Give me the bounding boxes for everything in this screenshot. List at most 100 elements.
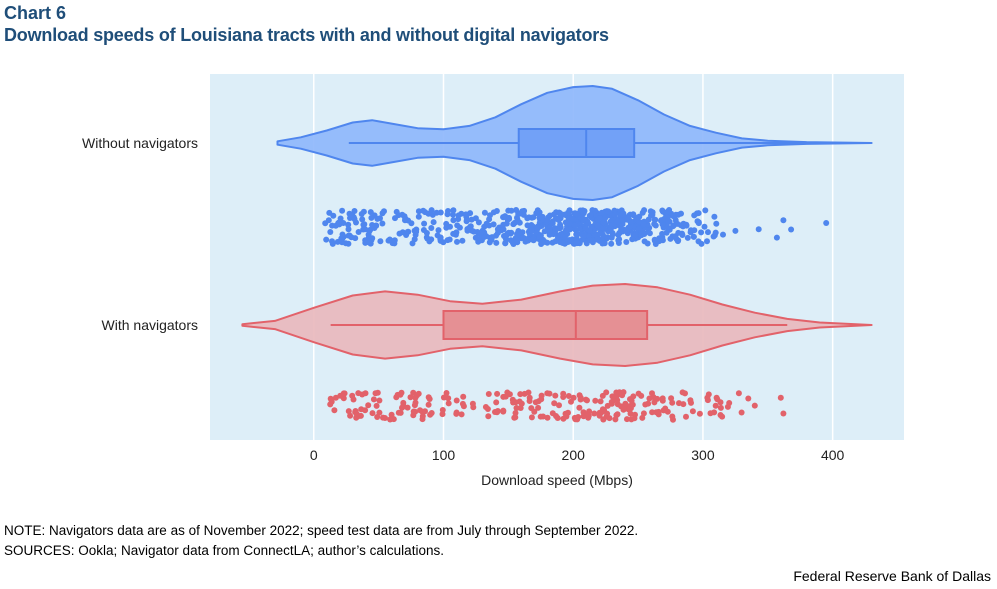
data-point xyxy=(705,229,711,236)
data-point xyxy=(627,403,634,409)
data-point xyxy=(689,408,696,415)
data-point xyxy=(512,414,519,421)
data-point xyxy=(580,233,587,240)
data-point xyxy=(592,397,599,404)
data-point xyxy=(720,231,726,238)
data-point-outlier xyxy=(755,226,762,233)
data-point xyxy=(587,237,594,243)
data-point xyxy=(529,236,536,243)
data-point xyxy=(510,399,517,406)
data-point xyxy=(695,220,702,227)
data-point xyxy=(555,216,562,223)
data-point xyxy=(629,236,636,243)
data-point xyxy=(379,210,386,217)
title-block: Chart 6 Download speeds of Louisiana tra… xyxy=(4,2,609,46)
data-point xyxy=(427,411,434,418)
data-point xyxy=(348,211,355,218)
data-point xyxy=(477,230,484,237)
data-point xyxy=(502,240,509,247)
data-point xyxy=(577,396,584,403)
data-point xyxy=(619,392,626,399)
data-point xyxy=(624,416,630,423)
data-point xyxy=(506,391,513,398)
data-point xyxy=(710,233,717,240)
data-point xyxy=(651,237,658,244)
data-point xyxy=(352,235,359,242)
data-point xyxy=(339,207,346,214)
data-point xyxy=(365,402,372,409)
data-point xyxy=(512,410,519,416)
data-point xyxy=(639,414,646,421)
data-point-outlier xyxy=(823,220,830,226)
data-point xyxy=(336,219,343,226)
data-point xyxy=(485,391,492,397)
data-point xyxy=(592,207,599,214)
data-point xyxy=(323,236,330,243)
data-point xyxy=(493,232,499,239)
data-point xyxy=(357,412,364,419)
data-point xyxy=(687,227,694,234)
data-point xyxy=(407,394,414,401)
data-point xyxy=(607,225,614,232)
data-point xyxy=(560,390,567,397)
data-point xyxy=(609,231,616,238)
data-point xyxy=(428,225,435,231)
data-point xyxy=(494,226,501,233)
data-point xyxy=(684,234,691,241)
data-point xyxy=(576,404,583,411)
violin-chart: 0 100 200 300 400 Download speed (Mbps) Withou… xyxy=(82,74,904,488)
data-point xyxy=(642,401,649,408)
data-point xyxy=(601,240,608,247)
data-point-outlier xyxy=(788,226,795,233)
data-point xyxy=(612,211,618,218)
data-point xyxy=(595,222,602,229)
data-point xyxy=(419,416,426,423)
data-point xyxy=(735,390,742,397)
data-point xyxy=(411,402,418,409)
data-point xyxy=(596,230,603,237)
data-point xyxy=(597,398,604,405)
data-point-outlier xyxy=(773,234,780,241)
data-point xyxy=(430,219,437,226)
data-point xyxy=(493,399,500,406)
data-point xyxy=(608,399,615,405)
data-point xyxy=(417,407,423,414)
data-point xyxy=(445,400,452,407)
data-point xyxy=(565,393,572,399)
data-point xyxy=(464,226,471,232)
data-point xyxy=(641,207,648,214)
data-point xyxy=(608,240,615,247)
data-point xyxy=(547,212,553,219)
data-point xyxy=(649,409,656,416)
data-point xyxy=(425,394,432,401)
data-point xyxy=(362,407,369,414)
data-point xyxy=(665,217,671,224)
data-point xyxy=(672,233,679,240)
data-point xyxy=(494,390,501,397)
data-point xyxy=(519,234,526,241)
data-point-outlier xyxy=(745,395,752,402)
data-point xyxy=(413,228,420,235)
data-point xyxy=(614,401,621,408)
data-point xyxy=(559,240,566,246)
data-point xyxy=(450,217,457,224)
chart-title: Download speeds of Louisiana tracts with… xyxy=(4,25,609,45)
data-point xyxy=(602,215,608,222)
strip-points-with xyxy=(327,389,787,423)
data-point xyxy=(520,211,527,218)
data-point xyxy=(717,404,724,411)
data-point xyxy=(669,399,676,406)
data-point xyxy=(530,214,537,221)
data-point xyxy=(439,407,446,413)
footer-organization: Federal Reserve Bank of Dallas xyxy=(793,568,991,584)
data-point xyxy=(672,211,679,218)
strip-points-without xyxy=(322,207,830,247)
data-point xyxy=(453,409,460,416)
data-point xyxy=(500,226,507,233)
data-point xyxy=(561,211,568,218)
data-point xyxy=(329,222,336,229)
data-point xyxy=(500,407,507,414)
data-point xyxy=(415,390,422,397)
data-point xyxy=(459,237,466,244)
data-point xyxy=(329,240,336,247)
